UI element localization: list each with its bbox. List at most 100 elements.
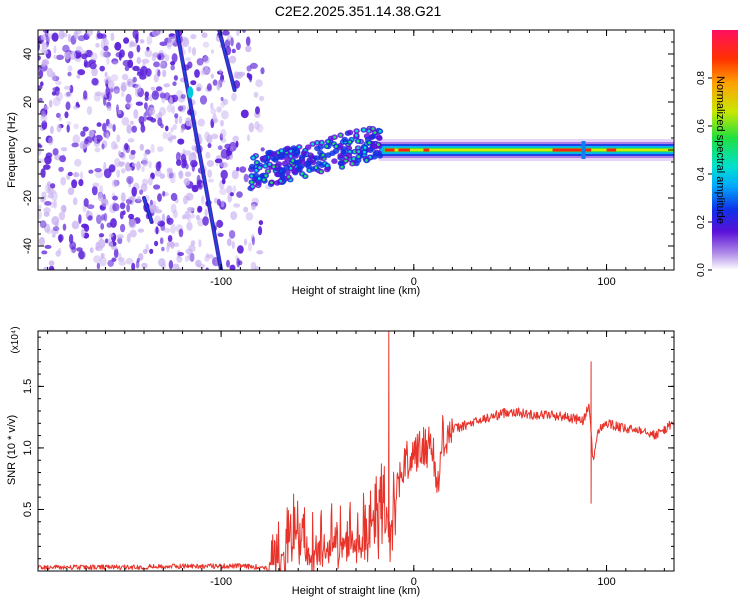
cluster-core	[356, 146, 360, 150]
noise-blob	[231, 92, 237, 102]
snr-panel: 0.5 1.0 1.5 -100 0 100 (x10⁴) SNR (10 * v/v)…	[6, 326, 675, 597]
noise-blob	[231, 48, 236, 54]
noise-blob	[51, 233, 56, 238]
noise-blob	[78, 214, 82, 224]
noise-blob	[126, 78, 134, 87]
noise-blob	[222, 30, 230, 36]
noise-blob	[159, 173, 166, 180]
noise-blob	[53, 45, 57, 54]
cluster-core	[291, 159, 295, 163]
noise-blob	[118, 150, 122, 157]
noise-blob	[105, 86, 111, 97]
cluster-core	[303, 174, 307, 178]
noise-blob	[81, 223, 89, 229]
noise-blob	[171, 105, 175, 115]
noise-blob	[72, 197, 78, 206]
noise-blob	[202, 55, 210, 64]
noise-blob	[186, 196, 190, 201]
noise-blob	[64, 111, 69, 119]
cluster-core	[355, 129, 358, 133]
noise-blob	[219, 68, 223, 74]
noise-blob	[76, 74, 81, 79]
noise-blob	[67, 187, 75, 196]
noise-blob	[52, 226, 60, 232]
cluster-core	[348, 140, 352, 144]
noise-blob	[50, 125, 54, 134]
noise-blob	[113, 248, 119, 258]
noise-blob	[220, 119, 224, 127]
noise-blob	[184, 171, 192, 177]
noise-blob	[251, 204, 256, 211]
cluster-core	[255, 161, 259, 165]
cluster-blob	[370, 133, 377, 140]
noise-blob	[207, 178, 215, 183]
noise-blob	[210, 102, 214, 110]
colorbar-gradient	[712, 30, 738, 270]
noise-blob	[188, 208, 194, 214]
noise-blob	[159, 106, 166, 116]
noise-blob	[58, 166, 64, 172]
cluster-core	[258, 166, 261, 170]
noise-blob	[196, 83, 203, 92]
noise-blob	[153, 73, 159, 83]
noise-blob	[86, 209, 90, 217]
noise-blob	[96, 262, 101, 270]
noise-blob	[191, 164, 195, 172]
noise-blob	[177, 138, 185, 145]
noise-blob	[55, 250, 61, 257]
cluster-blob	[337, 153, 344, 159]
noise-blob	[220, 96, 224, 102]
noise-blob	[136, 71, 143, 77]
noise-blob	[62, 223, 67, 231]
noise-blob	[152, 30, 160, 37]
noise-blob	[258, 220, 264, 226]
noise-blob	[153, 184, 161, 190]
noise-blob	[94, 147, 101, 153]
noise-blob	[98, 233, 105, 238]
noise-blob	[153, 61, 160, 68]
cluster-core	[272, 165, 276, 169]
noise-blob	[159, 41, 168, 47]
cluster-blob	[341, 136, 348, 143]
cluster-core	[356, 139, 360, 143]
noise-blob	[136, 257, 140, 263]
noise-blob	[159, 237, 164, 245]
noise-blob	[60, 32, 68, 38]
noise-blob	[213, 197, 218, 204]
noise-blob	[103, 96, 107, 106]
noise-blob	[200, 70, 206, 76]
noise-blob	[161, 246, 165, 252]
cluster-blob	[284, 156, 291, 163]
noise-blob	[73, 172, 80, 178]
noise-blob	[112, 203, 120, 212]
cluster-core	[363, 150, 366, 154]
band-bulge	[581, 141, 586, 159]
noise-blob	[172, 124, 177, 130]
noise-blob	[182, 37, 190, 48]
noise-blob	[99, 65, 105, 72]
noise-blob	[232, 135, 239, 143]
band-hotspot	[423, 148, 430, 152]
noise-blob	[229, 145, 233, 152]
noise-blob	[247, 242, 253, 252]
noise-blob	[66, 121, 72, 126]
noise-blob	[207, 169, 213, 179]
noise-blob	[170, 61, 176, 66]
noise-blob	[155, 86, 163, 92]
noise-blob	[206, 160, 215, 167]
noise-blob	[178, 170, 184, 179]
noise-blob	[245, 212, 254, 221]
noise-blob	[75, 101, 80, 107]
noise-blob	[171, 135, 177, 140]
cluster-core	[311, 142, 315, 146]
noise-blob	[216, 82, 221, 91]
cluster-blob	[325, 152, 332, 158]
noise-blob	[233, 203, 241, 208]
noise-blob	[208, 254, 214, 259]
noise-blob	[255, 79, 263, 88]
noise-blob	[38, 97, 43, 103]
noise-blob	[144, 95, 149, 101]
noise-blob	[80, 130, 86, 137]
noise-blob	[150, 86, 156, 91]
noise-blob	[82, 126, 89, 132]
